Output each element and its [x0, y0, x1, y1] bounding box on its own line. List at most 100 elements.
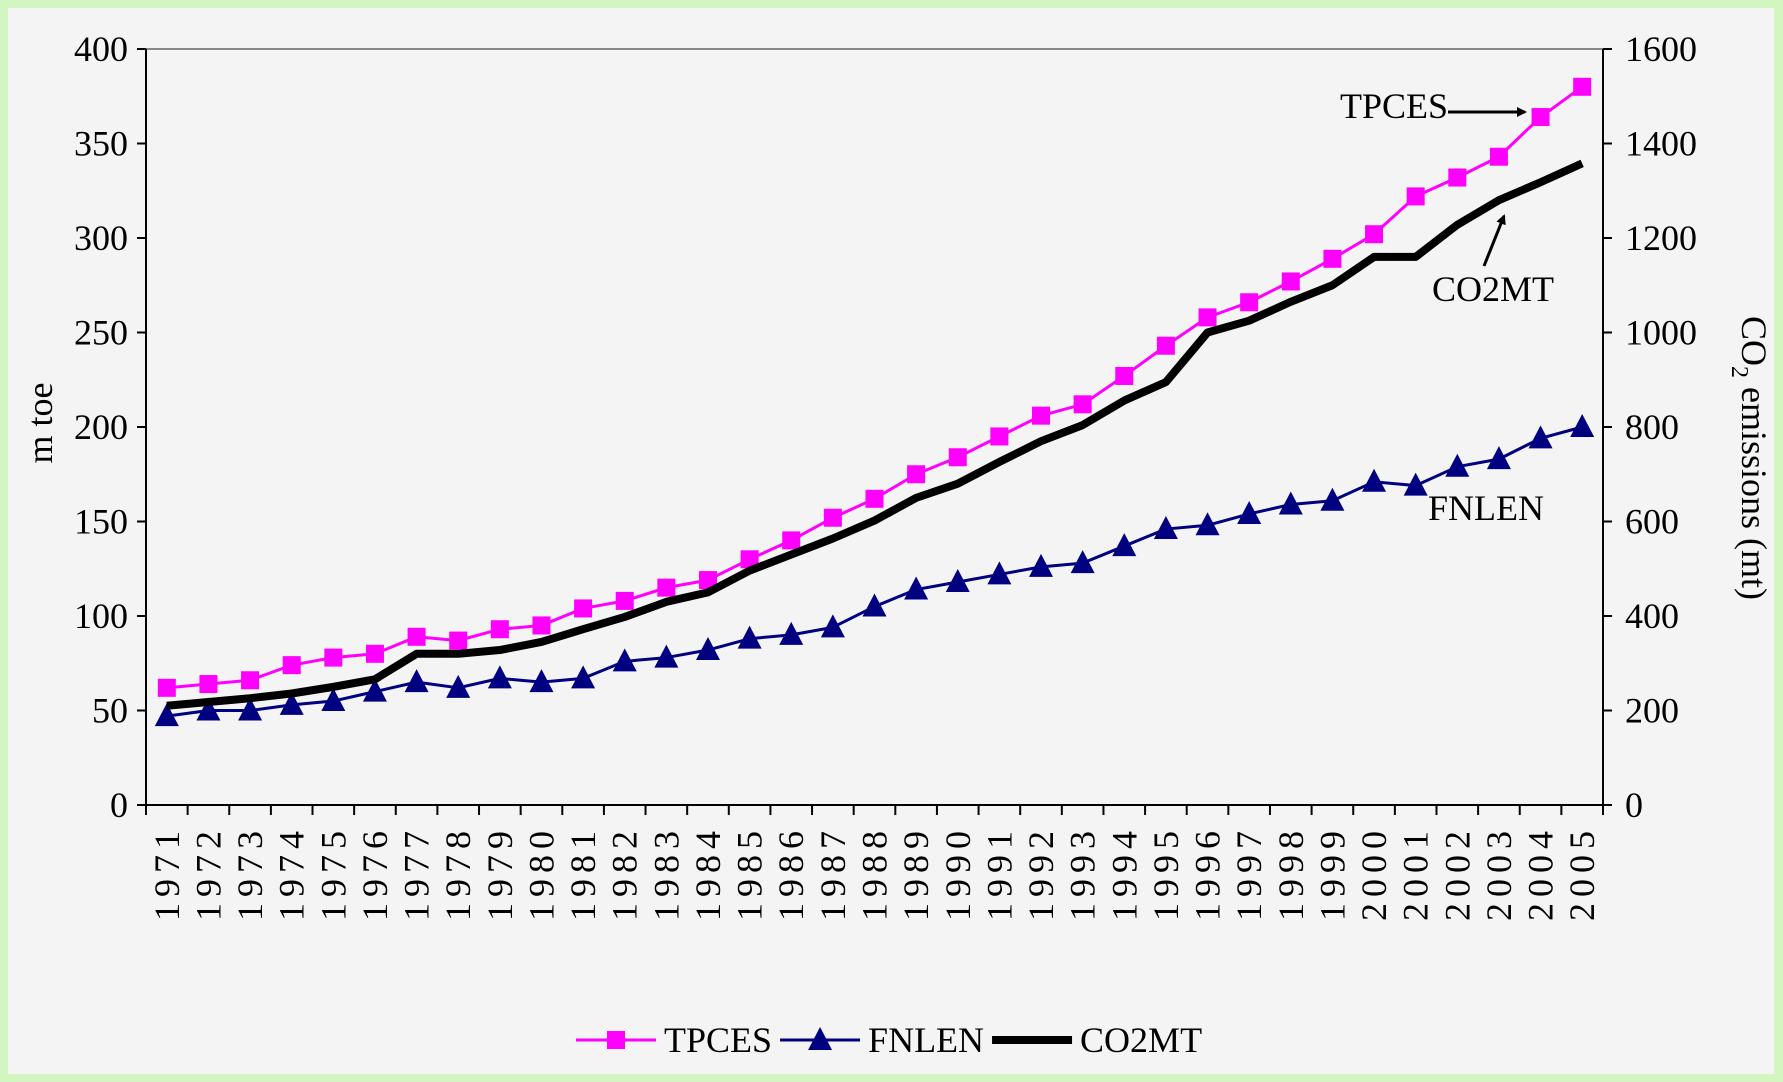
data-point-fnlen	[904, 576, 929, 600]
data-point-fnlen	[1486, 446, 1511, 470]
right-tick-label: 0	[1625, 785, 1643, 825]
x-tick-label: 1988	[855, 825, 895, 921]
left-y-axis: 0 50 100 150 200 250 300 350 400	[74, 29, 147, 825]
x-tick-label: 1989	[896, 825, 936, 921]
x-tick-label: 1975	[313, 825, 353, 921]
data-point-tpces	[1406, 187, 1425, 206]
data-point-fnlen	[404, 669, 429, 693]
data-point-tpces	[948, 448, 967, 467]
right-tick-label: 600	[1625, 502, 1679, 542]
legend-label: FNLEN	[868, 1020, 984, 1060]
x-tick-label: 1997	[1229, 825, 1269, 921]
left-tick-label: 0	[110, 785, 128, 825]
right-tick-label: 1400	[1625, 124, 1697, 164]
annotations: TPCES CO2MT FNLEN	[1340, 86, 1554, 528]
data-point-tpces	[1115, 366, 1134, 385]
data-point-fnlen	[779, 621, 804, 645]
data-point-tpces	[740, 550, 759, 569]
series-layer	[154, 77, 1595, 727]
x-tick-label: 1993	[1063, 825, 1103, 921]
data-point-tpces	[490, 620, 509, 639]
data-point-fnlen	[1570, 414, 1595, 437]
data-point-fnlen	[862, 593, 887, 617]
legend-item-fnlen: FNLEN	[780, 1020, 984, 1060]
legend: TPCES FNLEN CO2MT	[576, 1020, 1202, 1060]
x-tick-label: 1999	[1312, 825, 1352, 921]
data-point-tpces	[907, 465, 926, 484]
data-point-fnlen	[154, 703, 179, 727]
plot-area	[145, 48, 1604, 806]
data-point-fnlen	[612, 648, 637, 672]
data-point-tpces	[574, 599, 593, 618]
data-point-tpces	[1198, 308, 1217, 327]
x-tick-label: 1992	[1021, 825, 1061, 921]
data-point-fnlen	[529, 669, 554, 693]
data-point-fnlen	[820, 614, 845, 638]
left-tick-label: 200	[74, 407, 128, 447]
left-tick-label: 150	[74, 502, 128, 542]
data-point-tpces	[823, 508, 842, 527]
line-chart: 0 50 100 150 200 250 300 350 400 0 200 400 600 800 10…	[20, 29, 1774, 1060]
left-axis-title: m toe	[20, 383, 60, 464]
left-tick-label: 350	[74, 124, 128, 164]
data-point-tpces	[657, 578, 676, 597]
x-tick-label: 2000	[1354, 825, 1394, 921]
data-point-fnlen	[1153, 516, 1178, 540]
data-point-tpces	[1032, 406, 1051, 425]
data-point-fnlen	[1195, 512, 1220, 536]
x-tick-label: 1980	[521, 825, 561, 921]
data-point-tpces	[1448, 168, 1467, 187]
right-tick-label: 1000	[1625, 313, 1697, 353]
x-tick-label: 1995	[1146, 825, 1186, 921]
x-tick-label: 1978	[438, 825, 478, 921]
data-point-fnlen	[279, 691, 304, 715]
x-axis: 1971 1972 1973 1974 1975 1976 1977 1978 1979 1980…	[145, 804, 1604, 921]
x-tick-label: 1990	[938, 825, 978, 921]
data-point-tpces	[449, 631, 468, 650]
data-point-tpces	[1281, 272, 1300, 291]
data-point-tpces	[282, 656, 301, 675]
x-tick-label: 1996	[1188, 825, 1228, 921]
x-tick-label: 1994	[1104, 825, 1144, 921]
left-tick-label: 400	[74, 29, 128, 69]
x-tick-label: 2001	[1396, 825, 1436, 921]
data-point-fnlen	[695, 637, 720, 661]
left-tick-label: 250	[74, 313, 128, 353]
data-point-tpces	[990, 427, 1009, 446]
x-tick-label: 1984	[688, 825, 728, 921]
x-tick-label: 1977	[397, 825, 437, 921]
x-tick-label: 1987	[813, 825, 853, 921]
data-point-tpces	[698, 571, 717, 590]
data-point-tpces	[1240, 293, 1259, 312]
right-tick-label: 1200	[1625, 218, 1697, 258]
data-point-tpces	[1365, 225, 1384, 244]
data-point-fnlen	[1362, 468, 1387, 492]
data-point-fnlen	[1112, 533, 1137, 557]
right-y-axis: 0 200 400 600 800 1000 1200 1400 1600	[1602, 29, 1697, 825]
series-tpces	[157, 77, 1592, 697]
x-tick-label: 1974	[272, 825, 312, 921]
series-fnlen	[154, 414, 1595, 727]
data-point-fnlen	[945, 568, 970, 592]
data-point-tpces	[365, 644, 384, 663]
legend-label: CO2MT	[1080, 1020, 1202, 1060]
x-tick-label: 2002	[1437, 825, 1477, 921]
left-tick-label: 300	[74, 218, 128, 258]
series-co2mt	[166, 159, 1584, 710]
data-point-tpces	[1531, 108, 1550, 127]
data-point-tpces	[324, 648, 343, 667]
x-tick-label: 1982	[605, 825, 645, 921]
data-point-tpces	[407, 627, 426, 646]
x-tick-label: 1972	[188, 825, 228, 921]
data-point-fnlen	[321, 688, 346, 712]
data-point-fnlen	[737, 625, 762, 649]
data-point-tpces	[532, 616, 551, 635]
data-point-tpces	[782, 531, 801, 550]
data-point-tpces	[199, 675, 218, 694]
data-point-fnlen	[987, 561, 1012, 585]
data-point-tpces	[157, 678, 176, 697]
data-point-tpces	[865, 489, 884, 508]
x-tick-label: 2005	[1562, 825, 1602, 921]
annotation-co2mt-arrow	[1482, 214, 1506, 267]
data-point-fnlen	[1237, 500, 1262, 524]
